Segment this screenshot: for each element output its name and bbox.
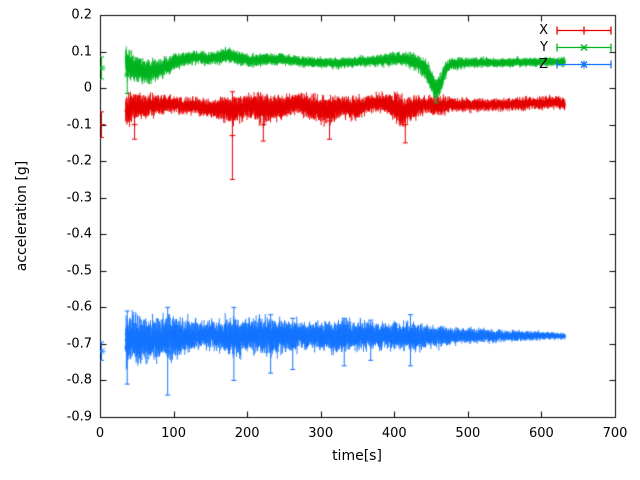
y-tick-label: 0 xyxy=(83,80,92,96)
y-tick-label: -0.1 xyxy=(66,117,92,133)
legend-label-x: X xyxy=(539,23,548,38)
legend-sample-z-errorbar-icon xyxy=(556,60,612,69)
x-tick-label: 0 xyxy=(95,426,105,441)
x-tick-label: 100 xyxy=(161,426,186,441)
legend-entry-z: Z xyxy=(539,56,612,73)
x-tick-label: 300 xyxy=(308,426,334,441)
legend-label-y: Y xyxy=(540,40,548,55)
x-tick-label: 400 xyxy=(381,426,407,441)
x-axis-title: time[s] xyxy=(332,448,382,464)
y-tick-label: 0.1 xyxy=(71,44,92,60)
legend: X Y Z xyxy=(539,22,612,73)
y-tick-label: -0.3 xyxy=(66,190,92,206)
y-tick-label: -0.9 xyxy=(66,409,92,425)
y-tick-label: -0.5 xyxy=(66,263,92,279)
legend-entry-y: Y xyxy=(539,39,612,56)
y-axis-title: acceleration [g] xyxy=(14,160,30,272)
y-tick-label: -0.7 xyxy=(66,336,92,352)
x-tick-label: 600 xyxy=(529,426,554,441)
y-tick-label: -0.4 xyxy=(66,226,92,242)
legend-label-z: Z xyxy=(539,57,548,72)
legend-entry-x: X xyxy=(539,22,612,39)
x-tick-label: 500 xyxy=(455,426,481,441)
x-tick-label: 200 xyxy=(234,426,260,441)
x-tick-label: 700 xyxy=(602,426,628,441)
y-tick-label: -0.6 xyxy=(66,299,92,315)
y-tick-label: -0.2 xyxy=(66,153,92,169)
legend-sample-y-errorbar-icon xyxy=(556,43,612,52)
y-tick-label: 0.2 xyxy=(71,7,92,23)
y-tick-label: -0.8 xyxy=(66,372,92,388)
legend-sample-x-errorbar-icon xyxy=(556,26,612,35)
